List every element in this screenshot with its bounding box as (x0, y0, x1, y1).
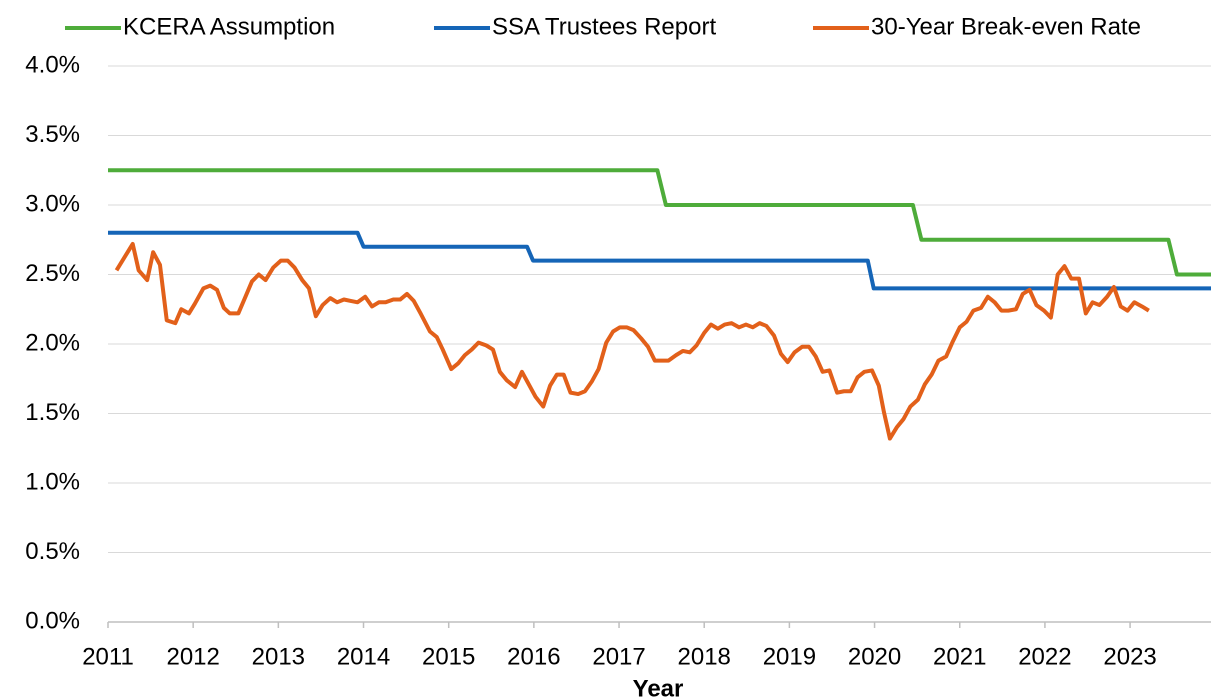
y-tick-label: 2.5% (25, 260, 80, 287)
x-tick-label: 2019 (763, 643, 816, 670)
y-tick-label: 0.5% (25, 538, 80, 565)
legend-label: KCERA Assumption (123, 13, 335, 40)
x-tick-label: 2012 (166, 643, 219, 670)
x-tick-label: 2013 (252, 643, 305, 670)
y-tick-label: 1.0% (25, 468, 80, 495)
y-tick-label: 0.0% (25, 607, 80, 634)
series-line (114, 241, 1150, 441)
x-tick-label: 2021 (933, 643, 986, 670)
legend-label: SSA Trustees Report (492, 13, 716, 40)
y-tick-label: 3.5% (25, 121, 80, 148)
x-tick-label: 2017 (592, 643, 645, 670)
y-tick-label: 1.5% (25, 399, 80, 426)
legend-label: 30-Year Break-even Rate (871, 13, 1141, 40)
y-tick-label: 3.0% (25, 190, 80, 217)
x-tick-label: 2022 (1018, 643, 1071, 670)
x-tick-label: 2023 (1103, 643, 1156, 670)
x-tick-label: 2016 (507, 643, 560, 670)
x-axis-label: Year (633, 675, 684, 700)
series-line (108, 168, 1211, 277)
series-line (108, 230, 1211, 291)
x-tick-label: 2015 (422, 643, 475, 670)
x-tick-label: 2014 (337, 643, 390, 670)
x-tick-label: 2018 (678, 643, 731, 670)
x-tick-label: 2020 (848, 643, 901, 670)
y-tick-label: 2.0% (25, 329, 80, 356)
x-tick-label: 2011 (82, 643, 134, 670)
y-tick-label: 4.0% (25, 51, 80, 78)
